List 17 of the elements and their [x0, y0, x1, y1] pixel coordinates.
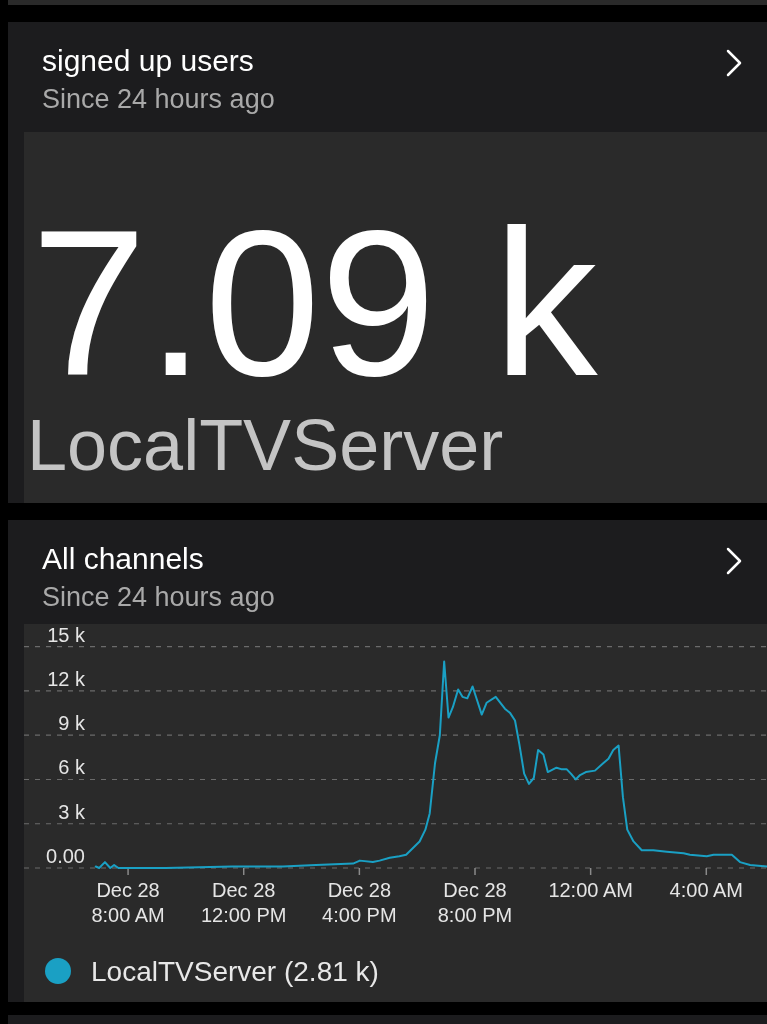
- y-tick-label: 12 k: [47, 667, 86, 690]
- y-tick-label: 9 k: [58, 712, 86, 735]
- y-tick-label: 3 k: [58, 800, 86, 823]
- x-tick-label: Dec 28 12:00 PM: [200, 879, 287, 926]
- x-tick-label: 12:00 AM: [548, 879, 633, 901]
- x-tick-label: 4:00 AM: [669, 879, 743, 901]
- y-tick-label: 6 k: [58, 756, 86, 779]
- y-tick-label: 15 k: [47, 623, 86, 646]
- chart-subtitle: Since 24 hours ago: [42, 582, 275, 612]
- text: signed up users: [42, 44, 254, 77]
- x-tick-label: Dec 28 8:00 AM: [91, 879, 165, 926]
- legend-label: LocalTVServer (2.81 k): [91, 956, 379, 987]
- x-tick-label: Dec 28 4:00 PM: [322, 879, 397, 926]
- chart-title: All channels: [42, 542, 204, 575]
- text: Since 24 hours ago: [42, 84, 275, 114]
- y-tick-label: 0.00: [46, 845, 85, 867]
- x-tick-label: Dec 28 8:00 PM: [437, 879, 513, 926]
